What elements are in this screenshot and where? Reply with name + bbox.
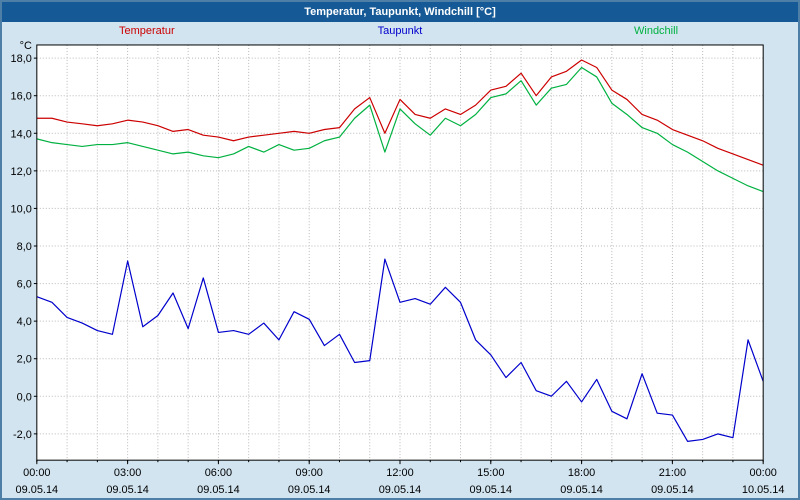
legend-item-windchill: Windchill: [634, 25, 679, 37]
chart-plot: 18,0 16,0 14,0 12,0 10,0 8,0 6,0 4,0 2,0 0,0 -2,0 °…: [11, 40, 785, 496]
y-tick-label: 12,0: [11, 166, 32, 178]
y-tick-label: 4,0: [17, 316, 32, 328]
x-tick-date: 09.05.14: [651, 484, 694, 496]
y-tick-label: 10,0: [11, 203, 32, 215]
x-tick-time: 06:00: [205, 467, 232, 479]
x-tick-time: 21:00: [659, 467, 686, 479]
x-tick-date: 09.05.14: [288, 484, 331, 496]
x-tick-date: 09.05.14: [16, 484, 59, 496]
x-tick-time: 15:00: [477, 467, 504, 479]
y-tick-label: 2,0: [17, 354, 32, 366]
series-line-taupunkt: [36, 258, 764, 442]
y-tick-label: 0,0: [17, 391, 32, 403]
x-tick-time: 09:00: [296, 467, 323, 479]
y-tick-label: -2,0: [13, 429, 32, 441]
chart-legend: Temperatur Taupunkt Windchill: [2, 22, 798, 40]
series-line-windchill: [36, 66, 764, 193]
x-tick-date: 10.05.14: [742, 484, 785, 496]
series-line-temperatur: [36, 59, 764, 166]
legend-item-taupunkt: Taupunkt: [377, 25, 423, 37]
y-tick-label: 16,0: [11, 91, 32, 103]
x-tick-date: 09.05.14: [560, 484, 603, 496]
x-tick-time: 00:00: [23, 467, 50, 479]
x-tick-time: 00:00: [749, 467, 776, 479]
y-tick-label: 18,0: [11, 53, 32, 65]
y-axis-unit: °C: [20, 40, 32, 52]
y-tick-label: 8,0: [17, 241, 32, 253]
plot-border: [36, 44, 764, 461]
x-tick-date: 09.05.14: [106, 484, 149, 496]
y-tick-label: 14,0: [11, 128, 32, 140]
legend-item-temperatur: Temperatur: [119, 25, 175, 37]
x-tick-time: 18:00: [568, 467, 595, 479]
y-tick-label: 6,0: [17, 279, 32, 291]
x-tick-time: 12:00: [386, 467, 413, 479]
title-bar: Temperatur, Taupunkt, Windchill [°C]: [2, 2, 798, 22]
x-tick-date: 09.05.14: [470, 484, 513, 496]
x-tick-time: 03:00: [114, 467, 141, 479]
x-tick-date: 09.05.14: [379, 484, 422, 496]
x-tick-date: 09.05.14: [197, 484, 240, 496]
window-title: Temperatur, Taupunkt, Windchill [°C]: [304, 6, 496, 18]
